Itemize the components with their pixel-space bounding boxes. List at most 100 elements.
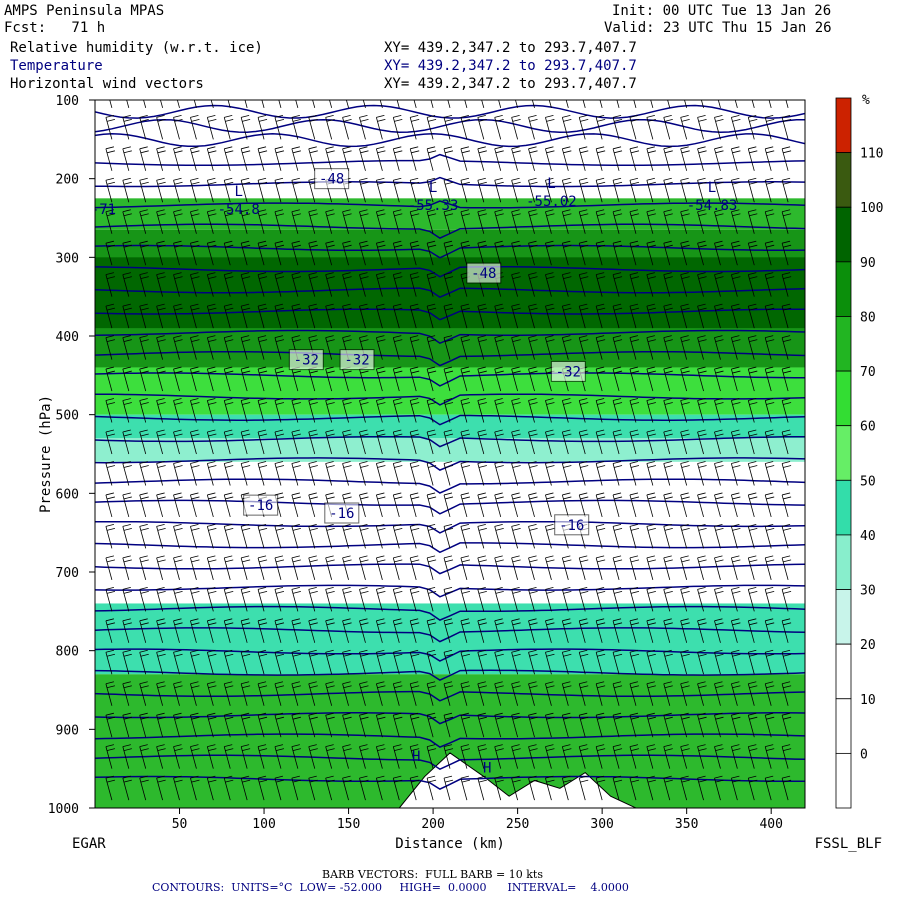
wind-barb bbox=[477, 461, 487, 486]
wind-barb bbox=[595, 555, 606, 580]
wind-barb bbox=[629, 524, 640, 549]
wind-barb bbox=[409, 586, 420, 612]
wind-barb bbox=[646, 177, 656, 203]
x-tick-label: 400 bbox=[759, 817, 782, 832]
wind-barb bbox=[342, 712, 352, 738]
field-wind-label: Horizontal wind vectors bbox=[10, 76, 204, 92]
wind-barb bbox=[173, 618, 183, 643]
wind-barb bbox=[426, 775, 437, 801]
wind-barb bbox=[206, 429, 217, 455]
wind-barb bbox=[443, 209, 454, 234]
wind-barb bbox=[477, 303, 487, 329]
wind-barb bbox=[595, 335, 606, 360]
wind-barb bbox=[139, 618, 149, 643]
wind-barb bbox=[139, 335, 149, 360]
wind-barb bbox=[139, 272, 149, 297]
wind-barb bbox=[156, 492, 166, 518]
temperature-label: -32 bbox=[556, 364, 581, 380]
wind-barb bbox=[511, 240, 521, 266]
wind-barb bbox=[528, 335, 538, 360]
wind-barb bbox=[443, 649, 454, 675]
wind-barb bbox=[578, 429, 589, 455]
wind-barb bbox=[747, 272, 758, 297]
wind-barb bbox=[528, 177, 538, 203]
wind-barb bbox=[375, 649, 386, 675]
wind-barb bbox=[375, 272, 386, 297]
wind-barb bbox=[680, 272, 690, 297]
wind-barb bbox=[477, 398, 487, 423]
wind-barb bbox=[764, 712, 775, 738]
wind-barb bbox=[173, 303, 183, 329]
wind-barb bbox=[680, 398, 690, 423]
wind-barb bbox=[122, 114, 132, 140]
wind-barb bbox=[206, 177, 217, 203]
colorbar-swatch bbox=[835, 206, 852, 263]
wind-barb bbox=[156, 114, 166, 140]
wind-barb bbox=[173, 366, 183, 392]
temperature-label: -48 bbox=[319, 172, 344, 188]
wind-barb bbox=[561, 555, 572, 580]
wind-barb bbox=[714, 335, 724, 360]
wind-barb bbox=[629, 335, 640, 360]
wind-barb bbox=[511, 649, 521, 675]
wind-barb bbox=[477, 177, 487, 203]
wind-barb bbox=[494, 555, 504, 580]
wind-barb bbox=[308, 209, 318, 234]
wind-barb bbox=[781, 775, 792, 801]
wind-barb bbox=[646, 209, 656, 234]
temperature-contour bbox=[95, 393, 805, 406]
wind-barb bbox=[240, 586, 251, 612]
wind-barb bbox=[714, 209, 724, 234]
wind-barb bbox=[629, 744, 640, 769]
x-tick-label: 150 bbox=[337, 817, 360, 832]
wind-barb bbox=[426, 649, 437, 675]
wind-barb bbox=[375, 492, 386, 518]
wind-barb bbox=[578, 586, 589, 612]
wind-barb bbox=[477, 649, 487, 675]
wind-barb bbox=[747, 775, 758, 801]
wind-barb bbox=[105, 461, 116, 486]
wind-barb bbox=[747, 681, 758, 706]
wind-barb bbox=[325, 586, 335, 612]
wind-barb bbox=[531, 100, 535, 108]
temperature-label-box bbox=[288, 349, 324, 371]
wind-barb bbox=[680, 775, 690, 801]
wind-barb bbox=[545, 492, 555, 518]
wind-barb bbox=[156, 272, 166, 297]
wind-barb bbox=[595, 492, 606, 518]
wind-barb bbox=[629, 461, 640, 486]
wind-barb bbox=[565, 100, 569, 108]
wind-barb bbox=[578, 555, 589, 580]
wind-barb bbox=[747, 366, 758, 392]
wind-barb bbox=[663, 177, 673, 203]
wind-barb bbox=[730, 712, 741, 738]
colorbar-label: 70 bbox=[860, 365, 876, 380]
wind-barb bbox=[730, 775, 741, 801]
wind-barb bbox=[206, 775, 217, 801]
temperature-label-box bbox=[314, 168, 350, 190]
wind-barb bbox=[409, 649, 420, 675]
wind-barb bbox=[375, 461, 386, 486]
wind-barb bbox=[190, 461, 200, 486]
wind-barb bbox=[751, 100, 755, 108]
wind-barb bbox=[443, 398, 454, 423]
wind-barb bbox=[156, 177, 166, 203]
wind-barb bbox=[477, 492, 487, 518]
wind-barb bbox=[122, 366, 132, 392]
wind-barb bbox=[190, 649, 200, 675]
wind-barb bbox=[680, 335, 690, 360]
wind-barb bbox=[494, 146, 504, 171]
wind-barb bbox=[308, 272, 318, 297]
wind-barb bbox=[190, 240, 200, 266]
wind-barb bbox=[375, 146, 386, 171]
wind-barb bbox=[190, 492, 200, 518]
wind-barb bbox=[190, 618, 200, 643]
wind-barb bbox=[409, 146, 420, 171]
wind-barb bbox=[747, 492, 758, 518]
wind-barb bbox=[223, 114, 234, 140]
wind-barb bbox=[612, 649, 623, 675]
wind-barb bbox=[359, 586, 369, 612]
wind-barb bbox=[173, 429, 183, 455]
wind-barb bbox=[730, 240, 741, 266]
wind-barb bbox=[714, 146, 724, 171]
